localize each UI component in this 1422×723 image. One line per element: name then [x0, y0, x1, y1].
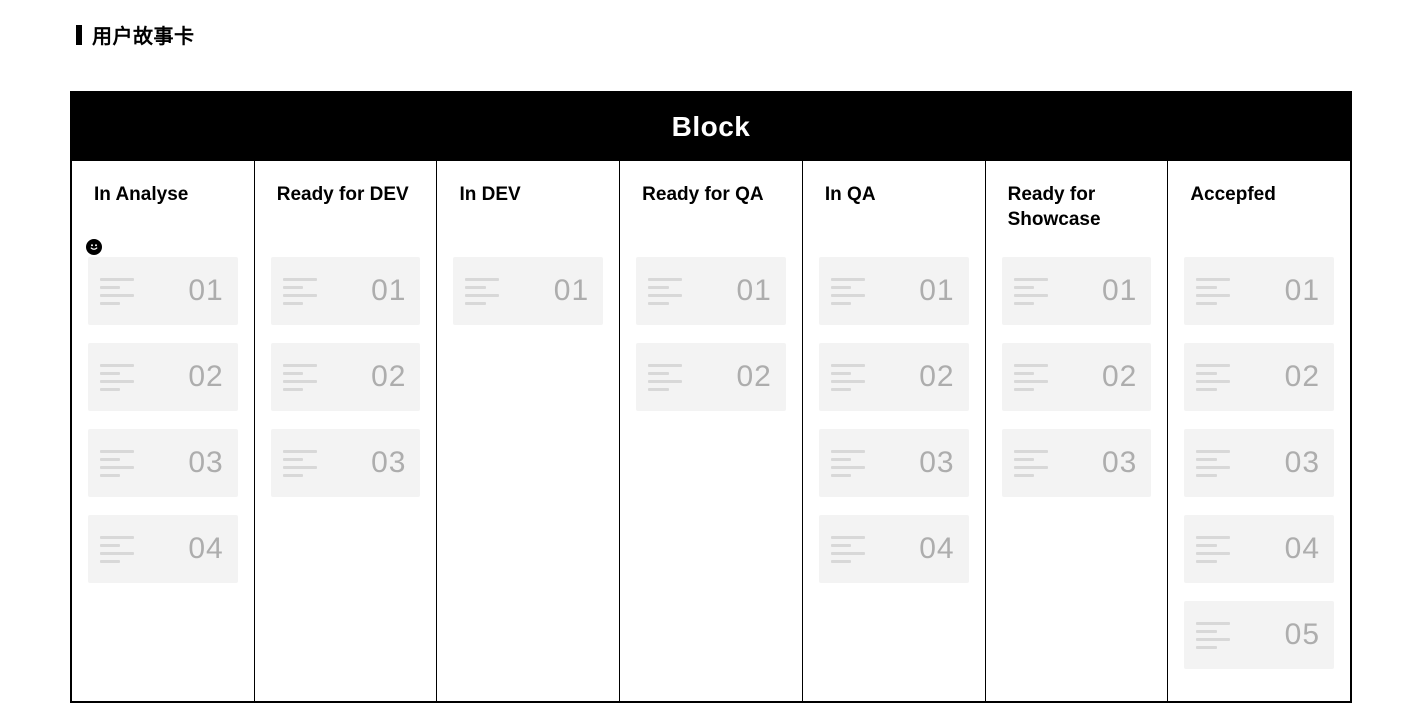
board-column: Accepfed 01 02 03 04 05 [1167, 161, 1350, 701]
card-number: 01 [865, 274, 955, 308]
cards-wrap: 01 02 03 04 [819, 257, 969, 583]
card-number: 02 [1048, 360, 1138, 394]
story-card[interactable]: 01 [1002, 257, 1152, 325]
text-lines-icon [831, 450, 865, 477]
text-lines-icon [465, 278, 499, 305]
story-card[interactable]: 04 [819, 515, 969, 583]
card-number: 02 [317, 360, 407, 394]
board-column: In Analyse 01 02 03 04 [72, 161, 254, 701]
title-marker [76, 25, 82, 45]
text-lines-icon [1196, 536, 1230, 563]
card-number: 03 [317, 446, 407, 480]
story-card[interactable]: 02 [1002, 343, 1152, 411]
card-number: 03 [865, 446, 955, 480]
column-title: Ready for DEV [271, 183, 421, 235]
card-number: 03 [1230, 446, 1320, 480]
page-title: 用户故事卡 [92, 20, 195, 49]
board-column: Ready for DEV 01 02 03 [254, 161, 437, 701]
cards-wrap: 01 [453, 257, 603, 325]
text-lines-icon [283, 364, 317, 391]
story-card[interactable]: 04 [1184, 515, 1334, 583]
card-number: 02 [134, 360, 224, 394]
card-number: 04 [865, 532, 955, 566]
card-number: 02 [865, 360, 955, 394]
cards-wrap: 01 02 03 04 [88, 257, 238, 583]
column-title: Ready for Showcase [1002, 183, 1152, 235]
card-number: 03 [1048, 446, 1138, 480]
cards-wrap: 01 02 03 [1002, 257, 1152, 497]
card-number: 04 [134, 532, 224, 566]
text-lines-icon [283, 278, 317, 305]
story-card[interactable]: 03 [271, 429, 421, 497]
card-number: 01 [682, 274, 772, 308]
story-card[interactable]: 03 [819, 429, 969, 497]
text-lines-icon [831, 278, 865, 305]
card-number: 04 [1230, 532, 1320, 566]
story-card[interactable]: 05 [1184, 601, 1334, 669]
story-card[interactable]: 02 [1184, 343, 1334, 411]
card-number: 01 [1048, 274, 1138, 308]
text-lines-icon [1196, 450, 1230, 477]
column-title: In DEV [453, 183, 603, 235]
story-card[interactable]: 02 [271, 343, 421, 411]
text-lines-icon [283, 450, 317, 477]
board-column: Ready for QA 01 02 [619, 161, 802, 701]
card-number: 02 [682, 360, 772, 394]
text-lines-icon [100, 364, 134, 391]
text-lines-icon [1014, 278, 1048, 305]
story-card[interactable]: 03 [1002, 429, 1152, 497]
story-card[interactable]: 01 [88, 257, 238, 325]
smiley-icon [86, 239, 102, 255]
story-card[interactable]: 01 [453, 257, 603, 325]
cards-wrap: 01 02 03 [271, 257, 421, 497]
text-lines-icon [1196, 364, 1230, 391]
text-lines-icon [831, 536, 865, 563]
text-lines-icon [1196, 622, 1230, 649]
card-number: 05 [1230, 618, 1320, 652]
story-card[interactable]: 01 [819, 257, 969, 325]
text-lines-icon [1014, 450, 1048, 477]
board-column: In DEV 01 [436, 161, 619, 701]
card-number: 01 [317, 274, 407, 308]
cards-wrap: 01 02 03 04 05 [1184, 257, 1334, 669]
card-number: 01 [134, 274, 224, 308]
text-lines-icon [648, 364, 682, 391]
story-card[interactable]: 02 [88, 343, 238, 411]
text-lines-icon [1014, 364, 1048, 391]
kanban-board: Block In Analyse01020304Ready for DEV010… [70, 91, 1352, 703]
story-card[interactable]: 01 [636, 257, 786, 325]
page-title-row: 用户故事卡 [70, 20, 1352, 49]
text-lines-icon [648, 278, 682, 305]
cards-wrap: 01 02 [636, 257, 786, 411]
story-card[interactable]: 02 [819, 343, 969, 411]
text-lines-icon [100, 536, 134, 563]
story-card[interactable]: 02 [636, 343, 786, 411]
board-column: In QA 01 02 03 04 [802, 161, 985, 701]
board-header: Block [72, 93, 1350, 161]
text-lines-icon [100, 278, 134, 305]
card-number: 03 [134, 446, 224, 480]
text-lines-icon [831, 364, 865, 391]
text-lines-icon [1196, 278, 1230, 305]
story-card[interactable]: 01 [271, 257, 421, 325]
board-columns: In Analyse01020304Ready for DEV010203In … [72, 161, 1350, 701]
story-card[interactable]: 03 [88, 429, 238, 497]
story-card[interactable]: 03 [1184, 429, 1334, 497]
board-column: Ready for Showcase 01 02 03 [985, 161, 1168, 701]
column-title: In QA [819, 183, 969, 235]
column-title: Accepfed [1184, 183, 1334, 235]
story-card[interactable]: 01 [1184, 257, 1334, 325]
text-lines-icon [100, 450, 134, 477]
story-card[interactable]: 04 [88, 515, 238, 583]
column-title: Ready for QA [636, 183, 786, 235]
card-number: 02 [1230, 360, 1320, 394]
card-number: 01 [499, 274, 589, 308]
column-title: In Analyse [88, 183, 238, 235]
card-number: 01 [1230, 274, 1320, 308]
